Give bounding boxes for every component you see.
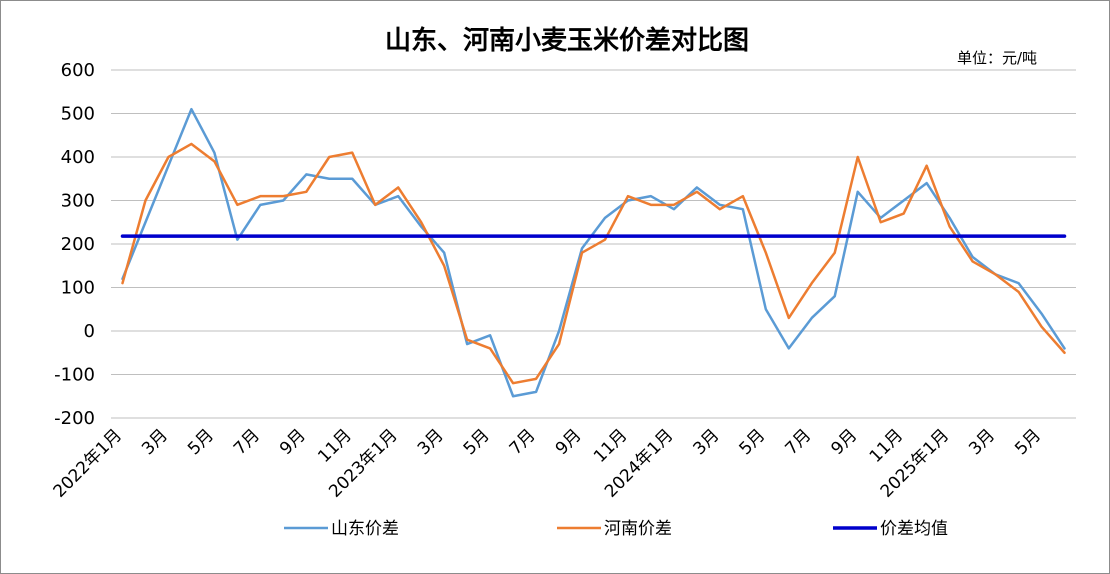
series-lines: [120, 107, 1067, 398]
x-tick-label: 3月: [690, 425, 724, 459]
x-tick-label: 7月: [230, 425, 264, 459]
y-tick-label: 400: [61, 147, 95, 168]
x-tick-label: 11月: [590, 425, 631, 466]
legend-label-3: 价差均值: [880, 519, 948, 539]
y-tick-label: 300: [61, 191, 95, 212]
series-line-2: [121, 142, 1066, 385]
x-tick-label: 3月: [138, 425, 172, 459]
x-tick-label: 7月: [781, 425, 815, 459]
y-tick-label: 100: [61, 278, 95, 299]
y-tick-label: 500: [61, 104, 95, 125]
chart-title: 山东、河南小麦玉米价差对比图: [385, 25, 749, 56]
x-tick-label: 5月: [184, 425, 218, 459]
x-tick-label: 7月: [506, 425, 540, 459]
x-tick-label: 11月: [866, 425, 907, 466]
y-axis-ticks: 600 500 400 300 200 100 0 -100 -200: [54, 60, 95, 429]
x-tick-label: 9月: [552, 425, 586, 459]
y-tick-label: 200: [61, 234, 95, 255]
x-tick-label: 9月: [276, 425, 310, 459]
x-tick-label: 11月: [314, 425, 355, 466]
y-tick-label: -200: [54, 408, 95, 429]
x-tick-label: 2022年1月: [50, 425, 126, 501]
y-tick-label: 600: [61, 60, 95, 81]
gridlines: [111, 69, 1076, 419]
legend: 山东价差 河南价差 价差均值: [284, 519, 948, 539]
x-tick-label: 9月: [827, 425, 861, 459]
x-tick-label: 3月: [965, 425, 999, 459]
legend-label-1: 山东价差: [331, 519, 399, 539]
series-line-1: [121, 107, 1066, 398]
legend-label-2: 河南价差: [604, 519, 672, 539]
y-tick-label: -100: [54, 365, 95, 386]
x-tick-label: 3月: [414, 425, 448, 459]
x-tick-label: 5月: [460, 425, 494, 459]
x-tick-label: 5月: [736, 425, 770, 459]
y-tick-label: 0: [84, 321, 95, 342]
x-tick-label: 5月: [1011, 425, 1045, 459]
unit-label: 单位：元/吨: [957, 49, 1037, 67]
